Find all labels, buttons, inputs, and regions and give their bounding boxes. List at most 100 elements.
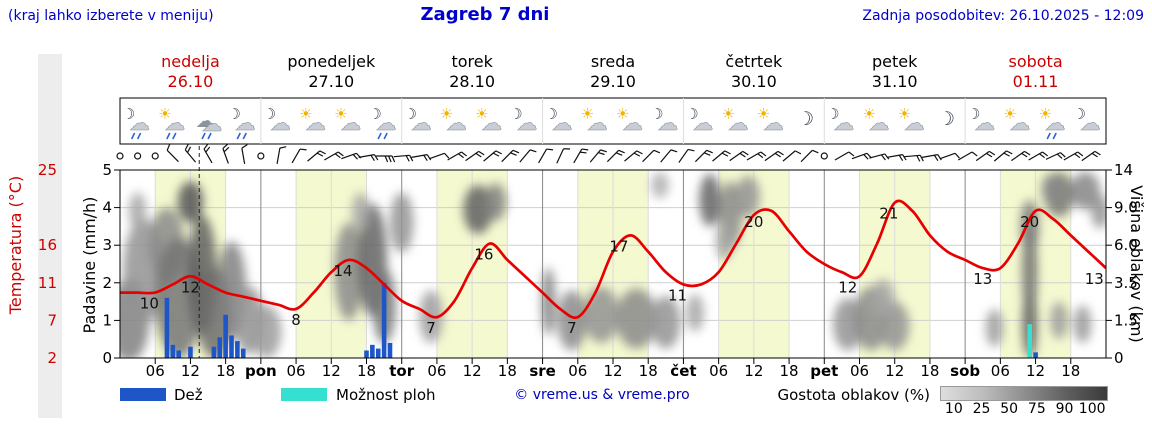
density-tick: 100 [1078, 401, 1106, 417]
svg-text:☁: ☁ [587, 111, 608, 135]
rain-legend-label: Dež [174, 386, 203, 404]
svg-text:18: 18 [780, 362, 799, 380]
svg-text:20: 20 [744, 213, 763, 231]
svg-text:7: 7 [567, 319, 577, 337]
svg-text:☁: ☁ [1045, 111, 1066, 135]
svg-text:☁: ☁ [693, 111, 714, 135]
rain-bars [164, 282, 1038, 358]
svg-text:9.0: 9.0 [1114, 199, 1138, 217]
svg-text:☁: ☁ [481, 111, 502, 135]
svg-text:☽: ☽ [263, 105, 276, 123]
svg-text:sre: sre [529, 362, 556, 380]
svg-text:18: 18 [639, 362, 658, 380]
day-date: 31.10 [871, 72, 918, 91]
svg-text:☀: ☀ [334, 105, 347, 123]
svg-text:10: 10 [140, 295, 159, 313]
svg-text:☁: ☁ [196, 110, 215, 132]
svg-text:☁: ☁ [1080, 111, 1101, 135]
svg-text:☽: ☽ [650, 105, 663, 123]
density-tick: 25 [972, 401, 991, 417]
svg-text:☁: ☁ [164, 111, 185, 135]
svg-text:☀: ☀ [616, 105, 629, 123]
day-date: 27.10 [308, 72, 355, 91]
precip-axis-title: Padavine (mm/h) [80, 196, 99, 334]
day-header-row: nedelja 26.10 ponedeljek 27.10 torek 28.10 sre… [0, 52, 1152, 96]
svg-text:12: 12 [838, 278, 857, 296]
svg-text:☁: ☁ [869, 111, 890, 135]
weather-icon-moon-cloud-rain: ☽☁ [228, 105, 256, 140]
svg-text:17: 17 [609, 237, 628, 255]
copyright-link[interactable]: © vreme.us & vreme.pro [514, 387, 690, 403]
density-tick: 90 [1055, 401, 1074, 417]
svg-text:☽: ☽ [685, 105, 698, 123]
svg-text:☁: ☁ [974, 111, 995, 135]
svg-text:pon: pon [245, 362, 277, 380]
svg-text:☁: ☁ [340, 111, 361, 135]
day-name: petek [872, 52, 918, 71]
svg-text:čet: čet [670, 362, 696, 380]
weather-icon-sun-cloud: ☀☁ [299, 105, 326, 135]
day-header-ponedeljek: ponedeljek 27.10 [287, 52, 375, 92]
day-date: 26.10 [167, 72, 214, 91]
day-date: 28.10 [449, 72, 496, 91]
svg-text:☽: ☽ [826, 105, 839, 123]
svg-text:☁: ☁ [516, 111, 537, 135]
day-name: torek [451, 52, 493, 71]
svg-text:☀: ☀ [299, 105, 312, 123]
shower-legend-label: Možnost ploh [336, 386, 436, 404]
svg-text:☽: ☽ [797, 108, 814, 130]
svg-text:☁: ☁ [446, 111, 467, 135]
svg-text:13: 13 [973, 270, 992, 288]
svg-text:12: 12 [322, 362, 341, 380]
svg-text:☁: ☁ [129, 111, 150, 135]
svg-text:☁: ☁ [202, 112, 223, 136]
svg-text:4: 4 [102, 199, 112, 217]
svg-text:06: 06 [709, 362, 728, 380]
svg-text:25: 25 [38, 161, 57, 179]
svg-text:0: 0 [1114, 349, 1124, 367]
svg-text:☁: ☁ [833, 111, 854, 135]
weather-icon-sun-cloud: ☀☁ [475, 105, 502, 135]
day-header-sreda: sreda 29.10 [590, 52, 636, 92]
weather-icon-moon-cloud-rain: ☽☁ [122, 105, 150, 140]
svg-text:☁: ☁ [1009, 111, 1030, 135]
svg-text:13: 13 [1085, 270, 1104, 288]
svg-text:3.5: 3.5 [1114, 274, 1138, 292]
svg-text:21: 21 [879, 205, 898, 223]
svg-text:6.0: 6.0 [1114, 236, 1138, 254]
svg-text:12: 12 [885, 362, 904, 380]
svg-text:16: 16 [38, 236, 57, 254]
svg-text:18: 18 [498, 362, 517, 380]
svg-text:☀: ☀ [440, 105, 453, 123]
svg-text:0: 0 [102, 349, 112, 367]
day-header-petek: petek 31.10 [872, 52, 918, 92]
weather-icon-sun-cloud: ☀☁ [616, 105, 643, 135]
svg-text:☁: ☁ [728, 111, 749, 135]
svg-text:8: 8 [291, 311, 301, 329]
left-axis-strip [38, 54, 62, 418]
weather-icon-moon: ☽ [797, 108, 814, 130]
svg-text:☀: ☀ [158, 105, 171, 123]
svg-text:☀: ☀ [862, 105, 875, 123]
svg-text:06: 06 [991, 362, 1010, 380]
rain-legend-swatch [120, 388, 166, 401]
svg-text:☀: ☀ [722, 105, 735, 123]
svg-text:14: 14 [333, 262, 352, 280]
svg-text:☽: ☽ [509, 105, 522, 123]
weather-icon-sun-cloud-rain: ☀☁ [1038, 105, 1066, 140]
weather-icon-sun-cloud-rain: ☀☁ [158, 105, 186, 140]
svg-text:12: 12 [181, 278, 200, 296]
day-name: sreda [590, 52, 636, 71]
svg-text:12: 12 [1026, 362, 1045, 380]
svg-text:☽: ☽ [368, 105, 381, 123]
density-tick: 50 [1000, 401, 1019, 417]
svg-text:18: 18 [216, 362, 235, 380]
svg-text:12: 12 [181, 362, 200, 380]
svg-text:☀: ☀ [475, 105, 488, 123]
day-name: ponedeljek [287, 52, 376, 71]
page-title: Zagreb 7 dni [420, 4, 550, 25]
day-header-četrtek: četrtek 30.10 [725, 52, 782, 92]
svg-text:☽: ☽ [404, 105, 417, 123]
svg-text:3: 3 [102, 236, 112, 254]
last-update-text: Zadnja posodobitev: 26.10.2025 - 12:09 [862, 8, 1144, 24]
